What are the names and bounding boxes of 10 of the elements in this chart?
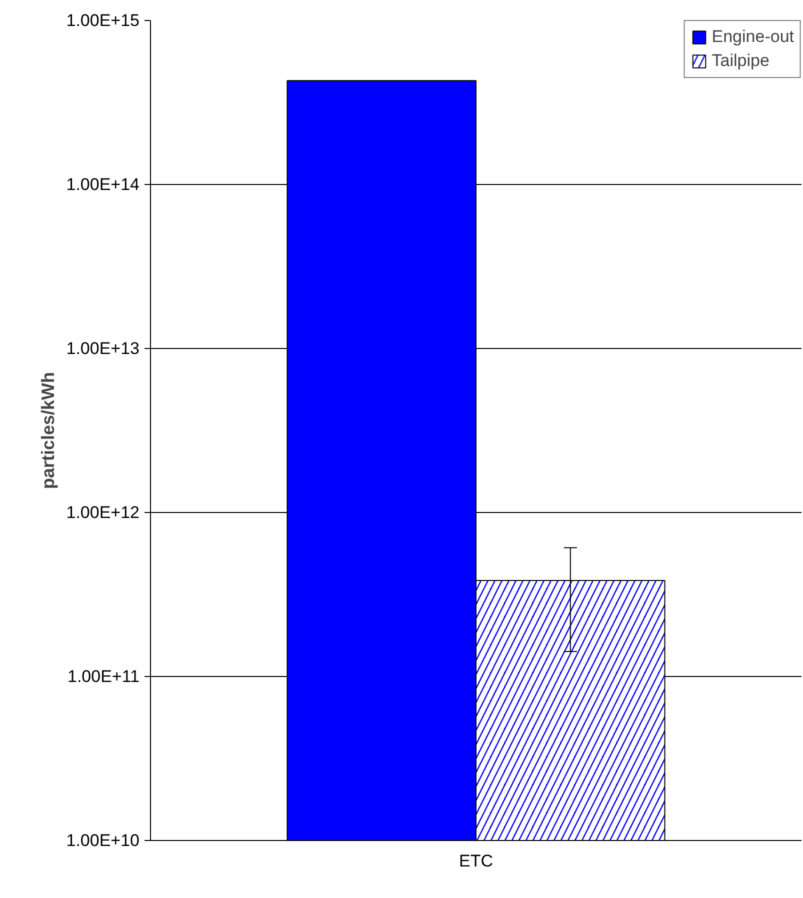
legend-label: Tailpipe — [712, 51, 770, 71]
y-tick-label: 1.00E+10 — [66, 831, 140, 850]
y-tick-label: 1.00E+11 — [68, 667, 140, 686]
y-tick-label: 1.00E+15 — [66, 11, 140, 30]
y-tick-label: 1.00E+13 — [66, 339, 140, 358]
y-axis-title: particles/kWh — [38, 372, 58, 490]
y-tick-label: 1.00E+12 — [66, 503, 140, 522]
y-tick-label: 1.00E+14 — [66, 175, 140, 194]
legend-label: Engine-out — [712, 27, 794, 47]
x-tick-label: ETC — [459, 852, 493, 870]
